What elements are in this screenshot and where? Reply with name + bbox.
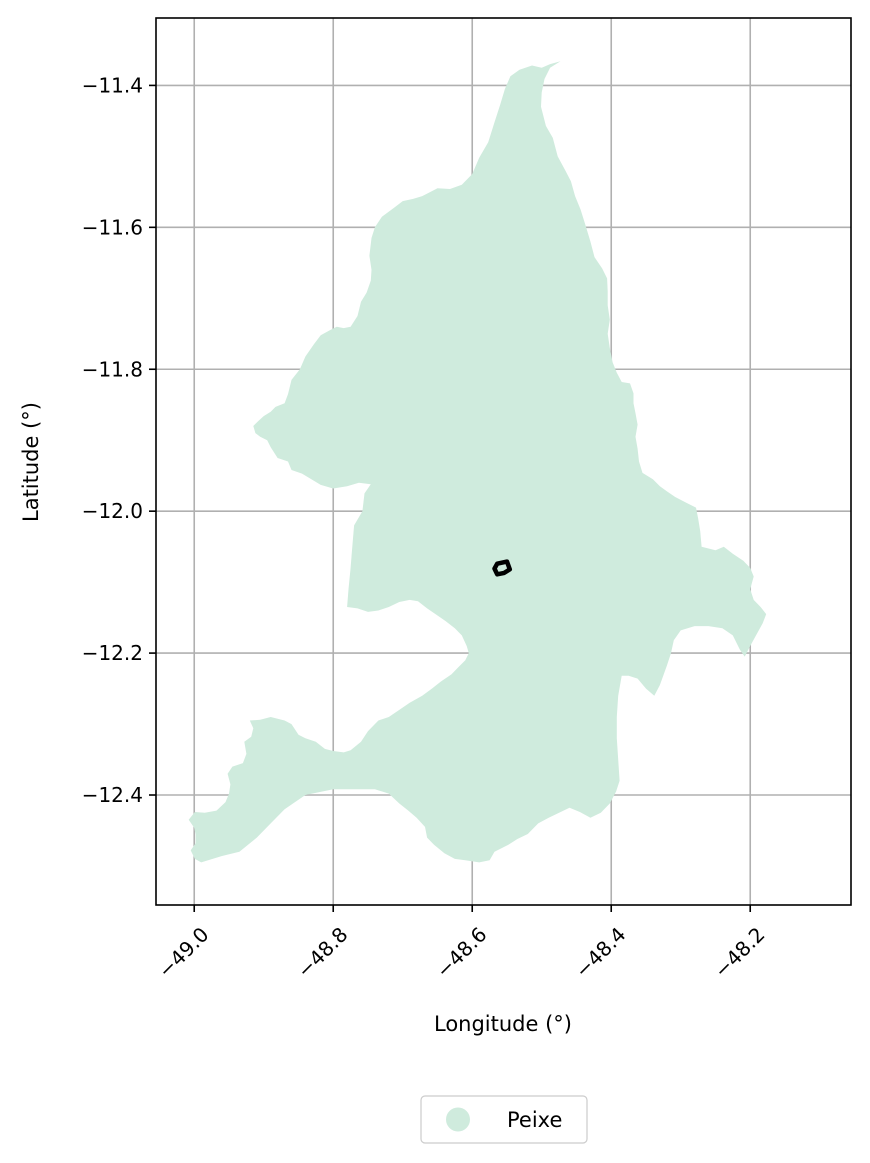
y-tick-label-4: −12.2 — [82, 641, 143, 665]
y-tick-label-0: −11.4 — [82, 73, 143, 97]
y-axis-label: Latitude (°) — [19, 402, 43, 522]
y-tick-label-5: −12.4 — [82, 783, 143, 807]
legend-box — [420, 1095, 588, 1144]
y-tick-label-2: −11.8 — [82, 357, 143, 381]
x-axis-label: Longitude (°) — [434, 1012, 572, 1036]
region-peixe-shape — [188, 61, 767, 863]
legend: Peixe — [420, 1095, 588, 1144]
y-axis-ticks: −11.4 −11.6 −11.8 −12.0 −12.2 −12.4 — [82, 73, 156, 807]
plot-area — [156, 18, 851, 905]
legend-label-peixe: Peixe — [507, 1108, 562, 1132]
y-tick-label-1: −11.6 — [82, 215, 143, 239]
axes-frame — [155, 17, 852, 906]
y-tick-label-3: −12.0 — [82, 499, 143, 523]
legend-swatch-peixe — [446, 1107, 470, 1132]
marker-outline — [492, 559, 513, 577]
